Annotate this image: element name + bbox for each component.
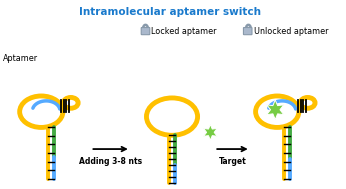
Text: Aptamer: Aptamer [3,54,38,63]
FancyBboxPatch shape [141,28,150,35]
Text: Locked aptamer: Locked aptamer [152,27,217,36]
FancyBboxPatch shape [244,28,252,35]
Polygon shape [267,100,284,120]
Text: Adding 3-8 nts: Adding 3-8 nts [79,157,142,166]
Text: Unlocked aptamer: Unlocked aptamer [254,27,328,36]
Text: Intramolecular aptamer switch: Intramolecular aptamer switch [79,6,261,16]
Polygon shape [203,125,217,140]
Text: Target: Target [219,157,247,166]
